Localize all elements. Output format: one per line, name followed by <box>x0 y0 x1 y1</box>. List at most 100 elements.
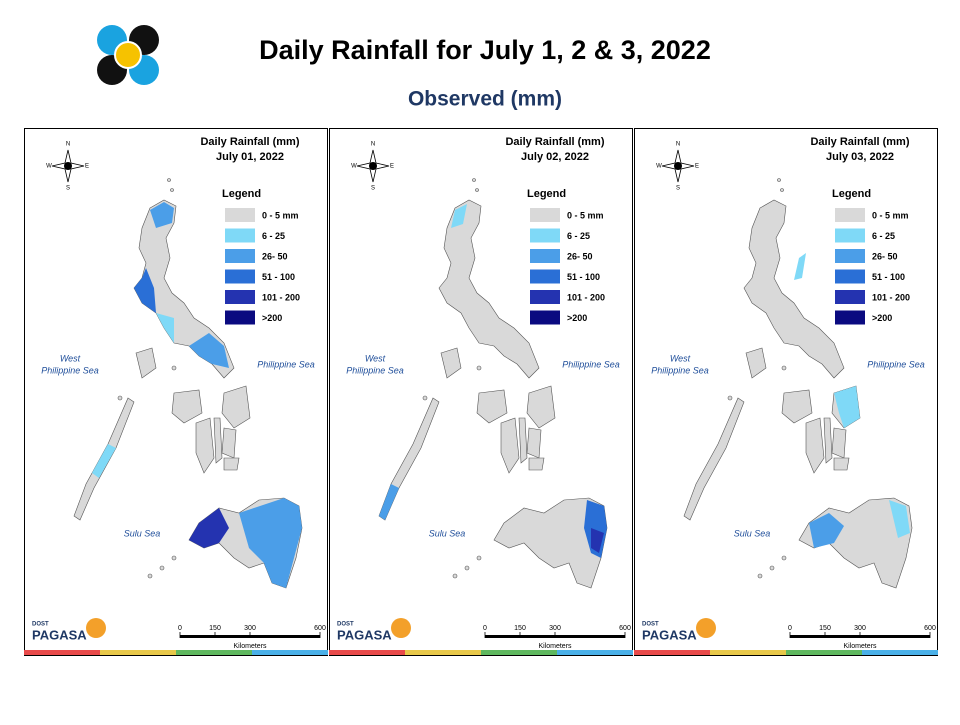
stripe <box>786 650 862 655</box>
sea-label: West <box>670 353 691 363</box>
sea-label: Philippine Sea <box>257 359 315 369</box>
scale-unit: Kilometers <box>538 643 572 650</box>
stripe <box>405 650 481 655</box>
logo-top: DOST <box>337 622 354 628</box>
legend-label: >200 <box>262 313 282 323</box>
scale-label: 0 <box>788 625 792 632</box>
compass-letter: N <box>676 142 680 148</box>
legend-swatch <box>225 310 255 325</box>
scale-label: 600 <box>314 625 326 632</box>
legend-swatch <box>530 208 560 222</box>
sea-label: Sulu Sea <box>734 528 771 538</box>
compass-letter: E <box>695 164 699 170</box>
legend-label: 26- 50 <box>262 251 288 261</box>
legend-label: >200 <box>872 313 892 323</box>
compass-letter: S <box>676 186 680 192</box>
legend-label: 26- 50 <box>872 251 898 261</box>
stripe <box>24 650 100 655</box>
scale-label: 600 <box>619 625 631 632</box>
panel-title: Daily Rainfall (mm) <box>200 136 299 148</box>
logo-mark <box>86 618 106 638</box>
legend-label: 6 - 25 <box>567 231 590 241</box>
stripe <box>481 650 557 655</box>
panels: Daily Rainfall (mm) July 01, 2022 N W E S Lege… <box>24 128 938 656</box>
sea-label: West <box>60 353 81 363</box>
legend-swatch <box>530 269 560 284</box>
legend-swatch <box>225 208 255 222</box>
map-panel: Daily Rainfall (mm) July 02, 2022 N W E S Lege… <box>329 128 633 656</box>
legend-swatch <box>225 228 255 243</box>
legend-swatch <box>835 249 865 263</box>
stripe <box>100 650 176 655</box>
legend-label: 0 - 5 mm <box>567 210 604 220</box>
legend-label: 51 - 100 <box>872 272 905 282</box>
legend-swatch <box>835 269 865 284</box>
scale-label: 150 <box>514 625 526 632</box>
compass-letter: S <box>371 186 375 192</box>
compass-letter: W <box>351 164 357 170</box>
scale-label: 300 <box>854 625 866 632</box>
stripe <box>862 650 938 655</box>
legend-label: 0 - 5 mm <box>872 210 909 220</box>
scale-unit: Kilometers <box>843 643 877 650</box>
scale-label: 150 <box>819 625 831 632</box>
sea-label: Philippine Sea <box>867 359 925 369</box>
legend-label: >200 <box>567 313 587 323</box>
sea-label: Sulu Sea <box>429 528 466 538</box>
title: Daily Rainfall for July 1, 2 & 3, 2022 <box>259 35 711 65</box>
sea-label: Philippine Sea <box>562 359 620 369</box>
sea-label: Philippine Sea <box>41 365 99 375</box>
logo-mark <box>696 618 716 638</box>
scale-label: 150 <box>209 625 221 632</box>
logo-mark <box>391 618 411 638</box>
scale-label: 300 <box>549 625 561 632</box>
logo-name: PAGASA <box>642 627 697 642</box>
panel-title: Daily Rainfall (mm) <box>505 136 604 148</box>
scale-label: 600 <box>924 625 936 632</box>
sea-label: Sulu Sea <box>124 528 161 538</box>
stripe <box>557 650 633 655</box>
panel-date: July 03, 2022 <box>826 151 894 163</box>
legend-swatch <box>835 310 865 325</box>
compass-letter: S <box>66 186 70 192</box>
legend-label: 101 - 200 <box>567 292 605 302</box>
compass-letter: E <box>85 164 89 170</box>
top-logo <box>96 24 160 86</box>
legend-swatch <box>225 249 255 263</box>
legend-swatch <box>530 290 560 304</box>
legend-swatch <box>530 249 560 263</box>
panel-date: July 01, 2022 <box>216 151 284 163</box>
logo-name: PAGASA <box>32 627 87 642</box>
scale-label: 0 <box>483 625 487 632</box>
compass-letter: N <box>371 142 375 148</box>
legend-swatch <box>530 228 560 243</box>
sea-label: Philippine Sea <box>346 365 404 375</box>
stripe <box>252 650 328 655</box>
scale-label: 0 <box>178 625 182 632</box>
compass-letter: N <box>66 142 70 148</box>
legend-label: 0 - 5 mm <box>262 210 299 220</box>
legend-swatch <box>530 310 560 325</box>
stripe <box>710 650 786 655</box>
legend-label: 6 - 25 <box>262 231 285 241</box>
legend-swatch <box>225 290 255 304</box>
subtitle: Observed (mm) <box>408 88 562 111</box>
panel-title: Daily Rainfall (mm) <box>810 136 909 148</box>
compass-letter: W <box>46 164 52 170</box>
legend-label: 26- 50 <box>567 251 593 261</box>
legend-title: Legend <box>832 188 871 200</box>
legend-title: Legend <box>527 188 566 200</box>
sea-label: Philippine Sea <box>651 365 709 375</box>
legend-label: 101 - 200 <box>872 292 910 302</box>
compass-center <box>369 162 377 170</box>
stripe <box>176 650 252 655</box>
compass-center <box>64 162 72 170</box>
compass-center <box>674 162 682 170</box>
legend-label: 51 - 100 <box>262 272 295 282</box>
legend-swatch <box>225 269 255 284</box>
legend-label: 51 - 100 <box>567 272 600 282</box>
compass-letter: E <box>390 164 394 170</box>
legend-swatch <box>835 228 865 243</box>
logo-top: DOST <box>642 622 659 628</box>
